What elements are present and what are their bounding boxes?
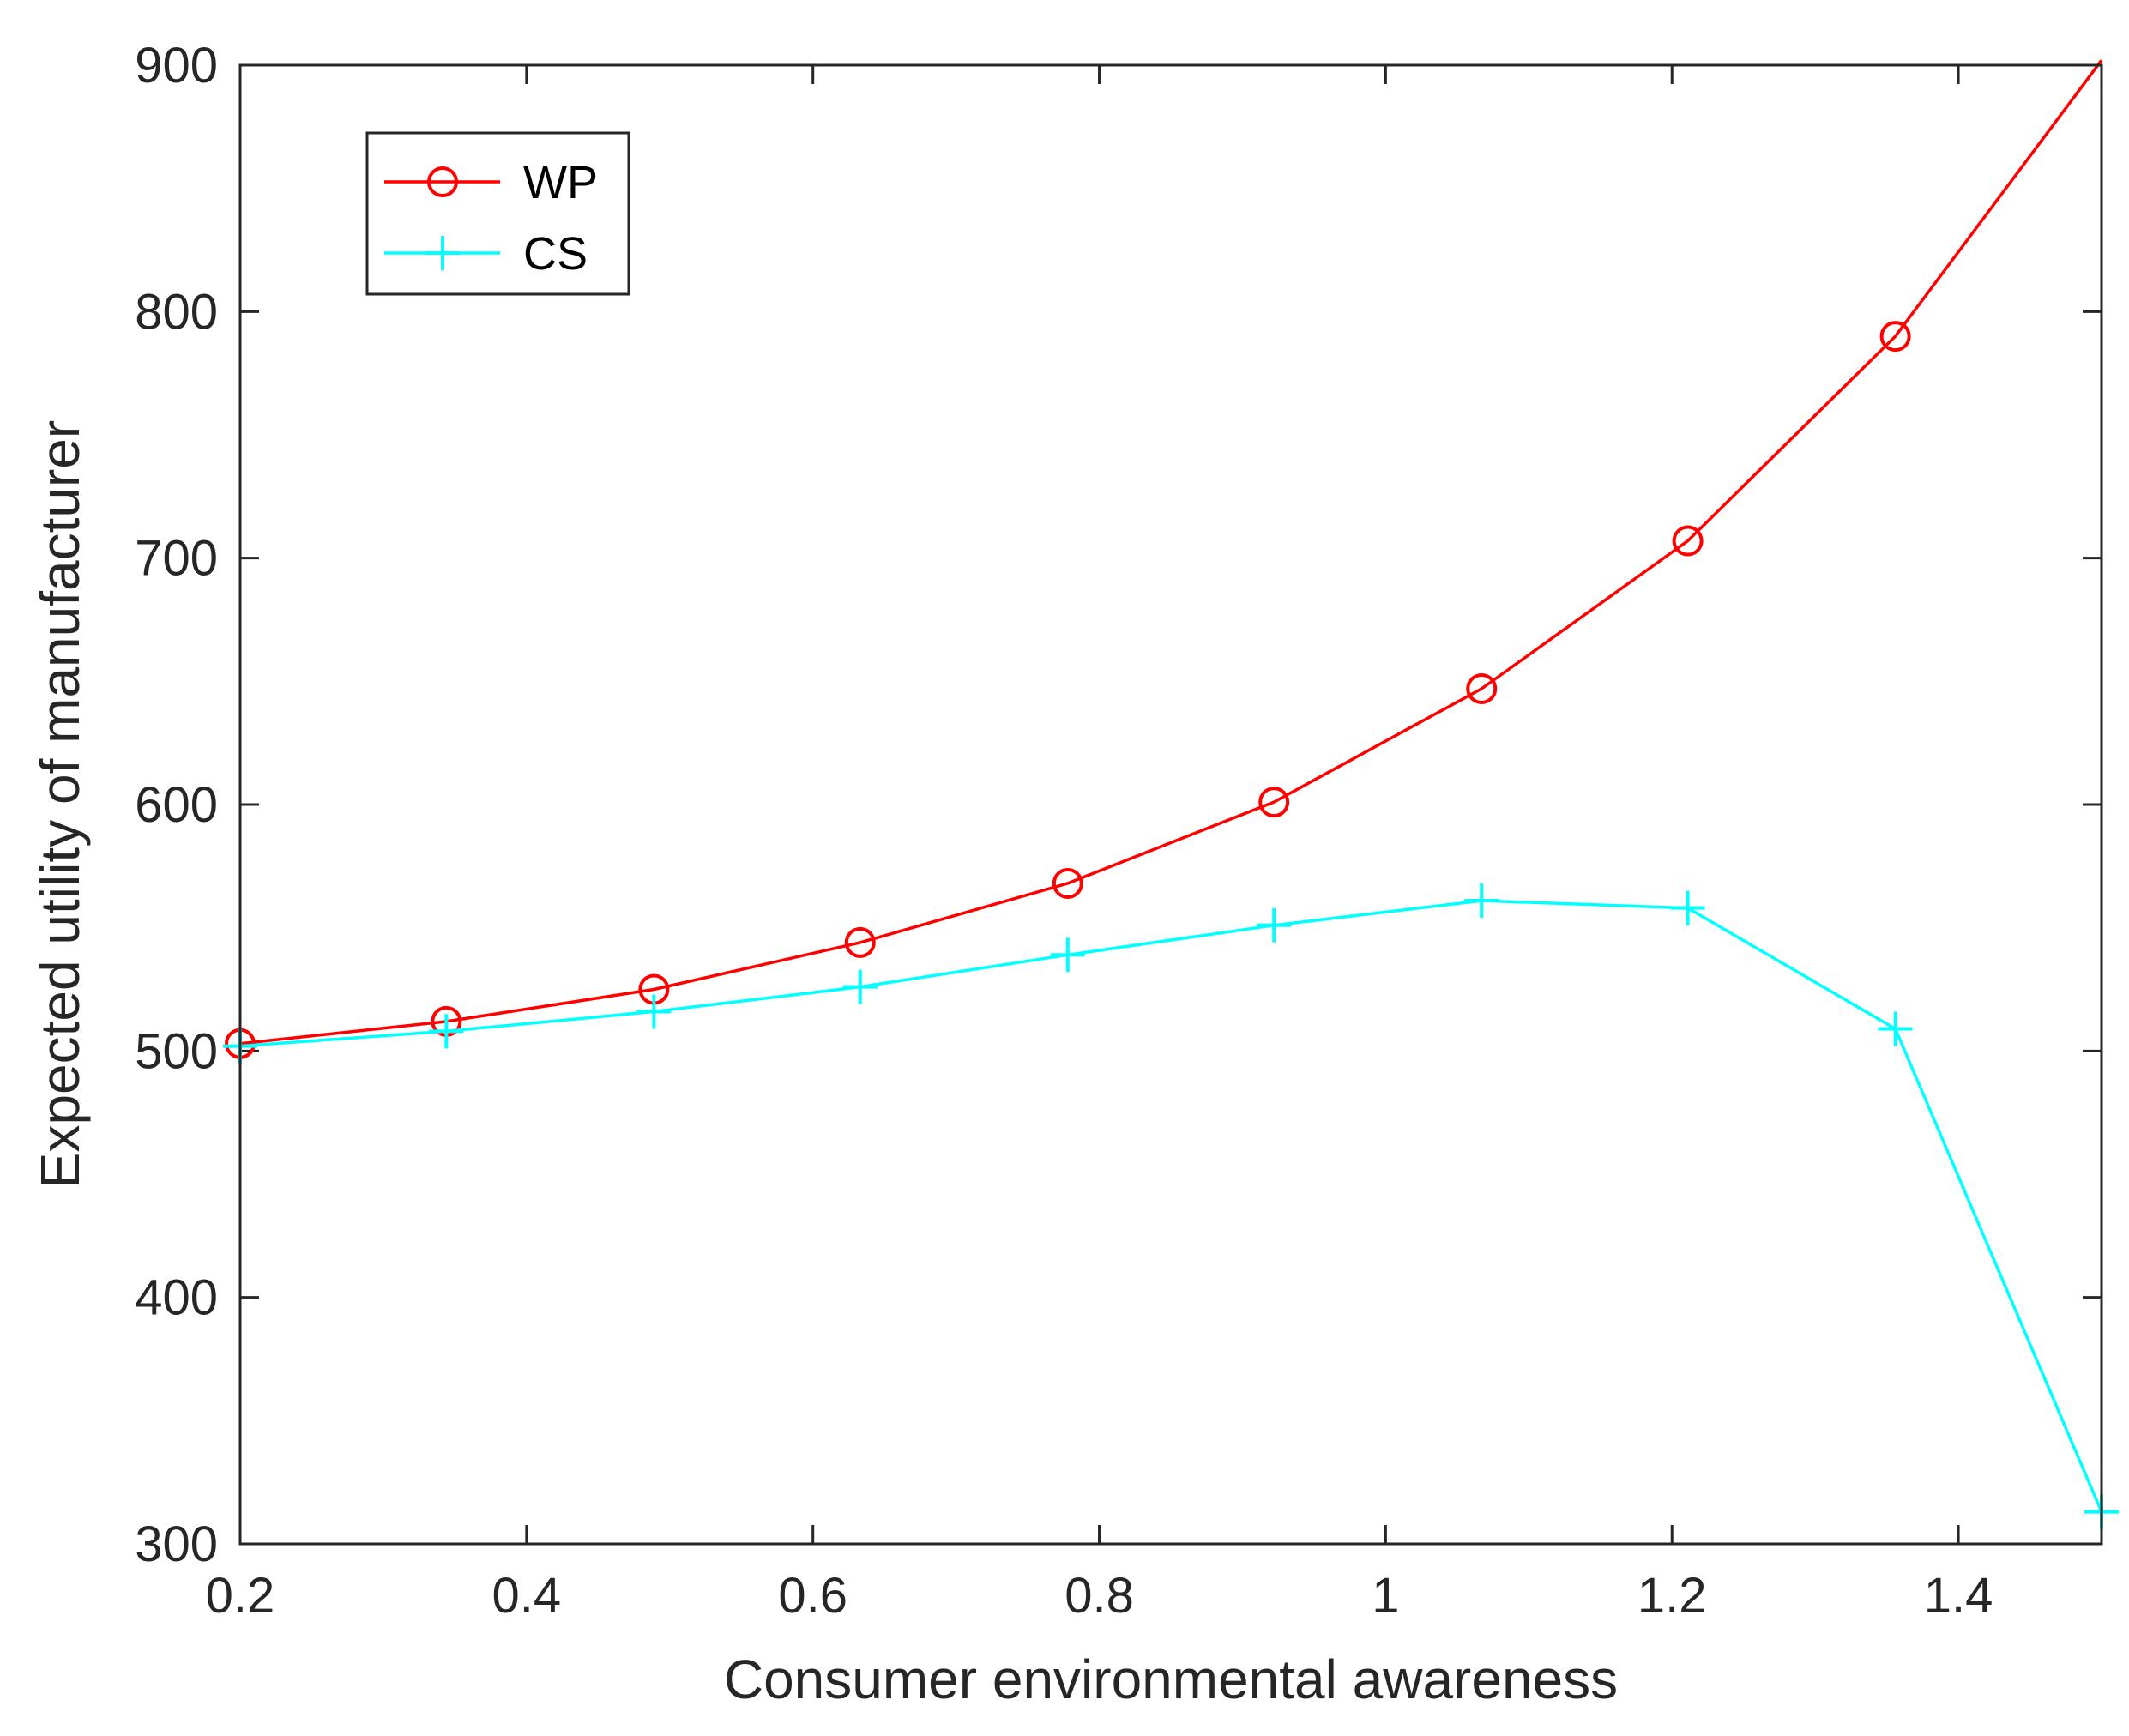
data-point-wp: [1052, 867, 1083, 899]
data-point-cs: [429, 1014, 464, 1049]
legend-marker-wp: [427, 166, 458, 197]
legend: WP CS: [365, 131, 630, 296]
y-tick-label: 300: [135, 1516, 218, 1572]
data-point-wp: [1879, 321, 1911, 353]
y-tick-label: 900: [135, 38, 218, 93]
legend-label-cs: CS: [523, 228, 588, 280]
data-point-cs: [1670, 890, 1705, 925]
tick-marks: [238, 63, 2102, 1546]
y-tick-label: 400: [135, 1270, 218, 1326]
data-point-wp: [1466, 672, 1498, 704]
x-tick-label: 0.2: [206, 1568, 275, 1624]
series-line-cs: [239, 899, 2103, 1513]
x-tick-label: 0.4: [492, 1568, 562, 1624]
data-point-wp: [1258, 787, 1290, 818]
x-tick-label: 1.4: [1924, 1568, 1993, 1624]
tick-labels: 0.2 0.4 0.6 0.8 1 1.2 1.4 300 400 500 600 700 800 900: [135, 38, 1993, 1624]
x-tick-label: 0.8: [1064, 1568, 1134, 1624]
x-tick-label: 0.6: [778, 1568, 847, 1624]
data-point-cs: [636, 994, 672, 1029]
data-point-cs: [1050, 937, 1085, 973]
series-line-wp: [239, 59, 2103, 1046]
data-point-cs: [1878, 1011, 1913, 1046]
y-tick-label: 800: [135, 284, 218, 340]
y-tick-label: 500: [135, 1023, 218, 1079]
data-point-wp: [844, 926, 876, 958]
legend-marker-cs-shape: [425, 236, 460, 270]
y-axis-title: Expected utility of manufacturer: [29, 420, 91, 1189]
data-point-wp: [1672, 525, 1704, 557]
x-tick-label: 1.2: [1637, 1568, 1707, 1624]
x-axis-title: Consumer environmental awareness: [724, 1649, 1618, 1710]
legend-box: [365, 131, 630, 296]
legend-marker-cs: [425, 236, 460, 270]
x-tick-label: 1: [1372, 1568, 1399, 1624]
legend-marker-wp-shape: [427, 166, 458, 197]
y-tick-label: 700: [135, 531, 218, 587]
series-layer: [223, 59, 2119, 1529]
data-point-cs: [1257, 907, 1292, 943]
y-tick-label: 600: [135, 777, 218, 833]
data-point-cs: [1464, 883, 1499, 919]
legend-label-wp: WP: [523, 157, 598, 208]
plot-frame: [238, 63, 2103, 1546]
data-point-cs: [842, 969, 878, 1004]
